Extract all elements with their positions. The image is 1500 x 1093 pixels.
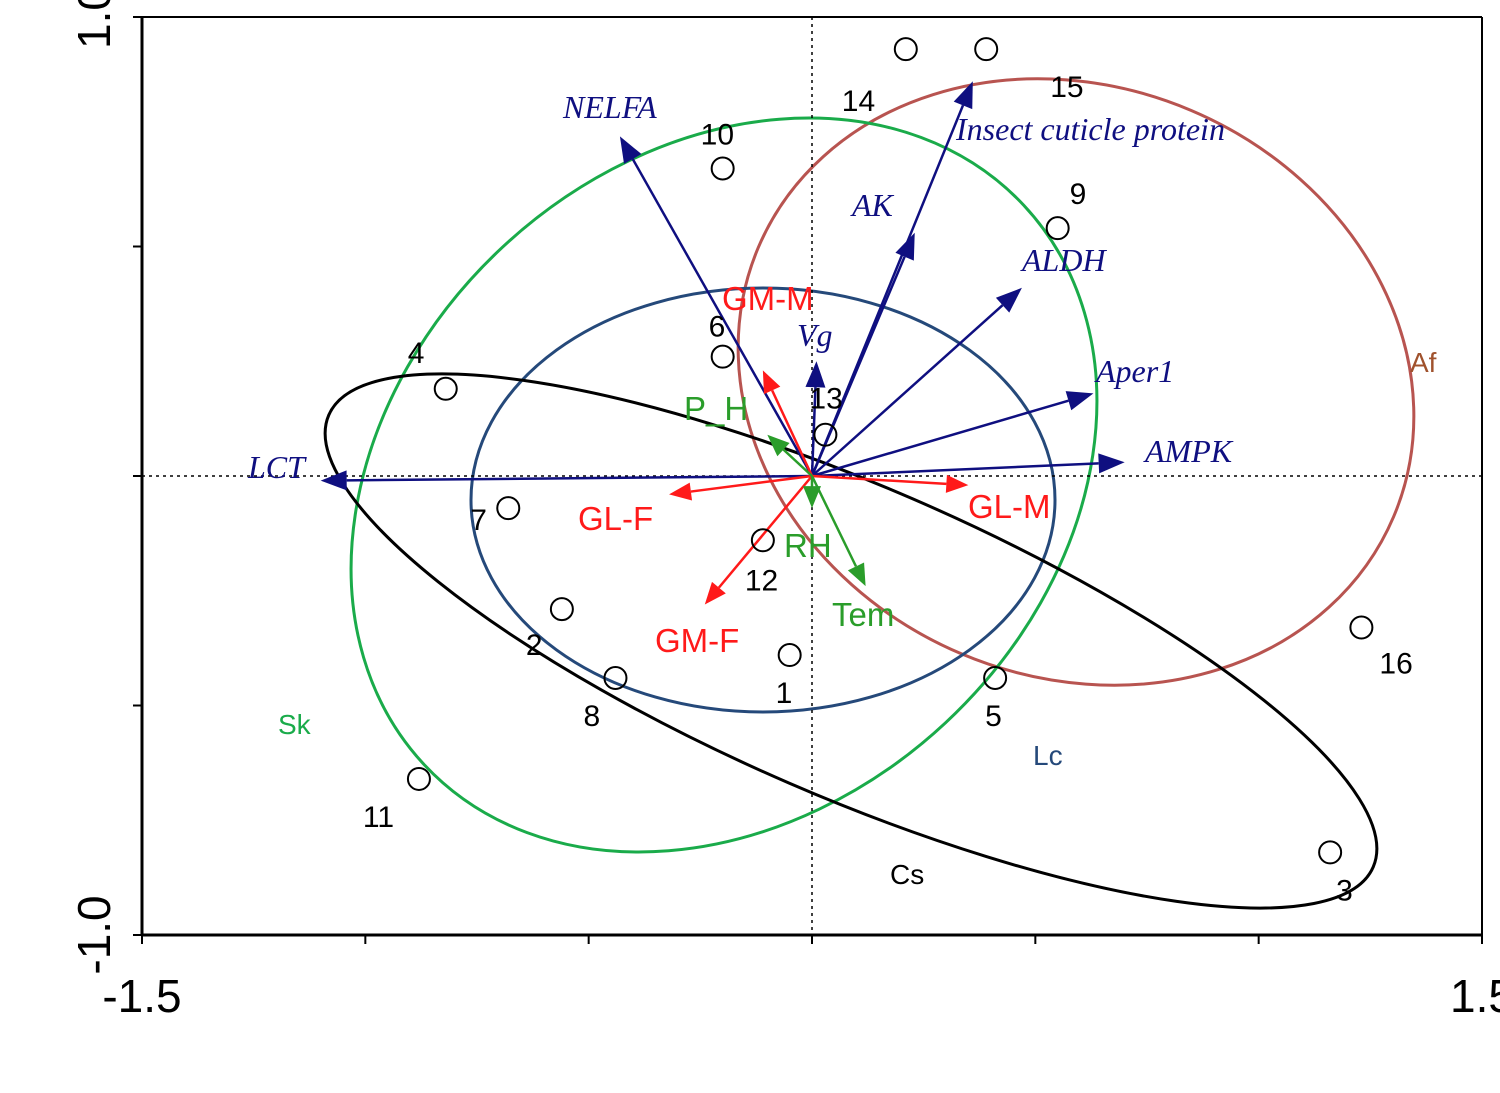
sample-point-11: [406, 766, 431, 791]
vector-head-aper1: [1065, 391, 1094, 411]
vector-head-aldh: [995, 287, 1022, 313]
vector-label-insect-cuticle-protein: Insect cuticle protein: [955, 111, 1225, 147]
vector-lct: [346, 474, 813, 482]
sample-point-15: [974, 37, 999, 62]
sample-label-14: 14: [842, 85, 875, 118]
vector-head-ak: [895, 232, 915, 261]
vector-head-tem: [847, 562, 866, 587]
y-tick-label: 1.0: [68, 0, 120, 49]
plot-frame: [133, 16, 1483, 944]
vector-label-lct: LCT: [247, 449, 307, 485]
sample-point-5: [983, 665, 1008, 690]
sample-point-16: [1349, 615, 1374, 640]
vector-p-h: [782, 448, 813, 477]
zero-lines: [142, 17, 1482, 935]
vector-label-gl-m: GL-M: [968, 488, 1051, 525]
vector-gm-f: [717, 475, 813, 589]
sample-point-12: [750, 528, 775, 553]
sample-point-8: [603, 665, 628, 690]
sample-label-10: 10: [701, 118, 734, 151]
sample-label-16: 16: [1379, 647, 1412, 680]
ellipse-af: [736, 77, 1416, 687]
x-tick-label: 1.5: [1450, 970, 1500, 1022]
sample-label-8: 8: [583, 700, 600, 733]
vector-label-gl-f: GL-F: [578, 500, 653, 537]
ellipse-cs: [323, 372, 1379, 910]
sample-label-12: 12: [745, 564, 778, 597]
vector-head-nelfa: [619, 136, 642, 164]
sample-label-7: 7: [470, 504, 487, 537]
sample-label-9: 9: [1070, 178, 1087, 211]
vector-label-ak: AK: [850, 187, 895, 223]
vector-head-gl-f: [669, 482, 693, 501]
y-tick-label: -1.0: [68, 895, 120, 974]
vector-label-p-h: P_H: [684, 390, 748, 427]
group-label-cs: Cs: [890, 859, 924, 890]
ellipse-lc: [469, 286, 1057, 714]
vector-label-vg: Vg: [797, 317, 833, 353]
sample-point-2: [549, 597, 574, 622]
sample-point-13: [813, 422, 838, 447]
sample-point-14: [893, 37, 918, 62]
vector-label-aldh: ALDH: [1020, 242, 1107, 278]
vector-gl-m: [811, 474, 947, 486]
vector-aldh: [811, 304, 1004, 477]
sample-label-6: 6: [709, 311, 726, 344]
sample-point-7: [496, 496, 521, 521]
vector-vg: [810, 387, 817, 477]
sample-label-4: 4: [408, 337, 425, 370]
group-label-af: Af: [1410, 347, 1437, 378]
x-tick-label: -1.5: [102, 970, 181, 1022]
vector-label-rh: RH: [784, 527, 832, 564]
sample-point-10: [710, 156, 735, 181]
vector-gm-m: [771, 389, 814, 477]
vector-gl-f: [690, 474, 813, 493]
vector-ampk: [811, 462, 1099, 478]
vector-head-insect-cuticle-protein: [953, 81, 973, 110]
vector-label-gm-f: GM-F: [655, 622, 739, 659]
sample-label-2: 2: [526, 629, 543, 662]
sample-label-1: 1: [776, 677, 793, 710]
sample-point-3: [1318, 840, 1343, 865]
vector-nelfa: [631, 158, 814, 477]
vector-label-nelfa: NELFA: [562, 89, 657, 125]
vector-label-gm-m: GM-M: [722, 280, 814, 317]
group-label-lc: Lc: [1033, 740, 1063, 771]
vector-head-gl-m: [945, 474, 969, 493]
sample-label-5: 5: [985, 700, 1002, 733]
sample-label-15: 15: [1050, 71, 1083, 104]
ellipse-sk: [349, 116, 1099, 854]
sample-label-13: 13: [809, 383, 842, 416]
vector-head-gm-m: [762, 370, 781, 395]
vector-head-gm-f: [704, 581, 726, 605]
group-ellipses: [323, 77, 1416, 910]
vector-head-lct: [320, 470, 347, 491]
sample-point-1: [777, 643, 802, 668]
vector-aper1: [811, 399, 1069, 478]
labels: Af Sk Lc Cs NELFA Insect cuticle protein AK ALD…: [68, 0, 1500, 1022]
sample-point-6: [710, 344, 735, 369]
vector-label-tem: Tem: [832, 596, 894, 633]
vector-head-vg: [805, 361, 826, 388]
vector-head-rh: [803, 486, 821, 509]
vector-label-aper1: Aper1: [1094, 353, 1174, 389]
vector-head-ampk: [1098, 453, 1125, 474]
vector-head-p-h: [767, 434, 790, 457]
vectors: [320, 81, 1125, 605]
vector-ak: [810, 256, 906, 477]
sample-label-11: 11: [363, 801, 394, 834]
vector-tem: [810, 475, 858, 567]
sample-label-3: 3: [1336, 874, 1353, 907]
sample-points: [406, 37, 1374, 865]
sample-point-4: [433, 376, 458, 401]
group-label-sk: Sk: [278, 709, 312, 740]
vector-label-ampk: AMPK: [1143, 433, 1234, 469]
sample-point-9: [1045, 216, 1070, 241]
